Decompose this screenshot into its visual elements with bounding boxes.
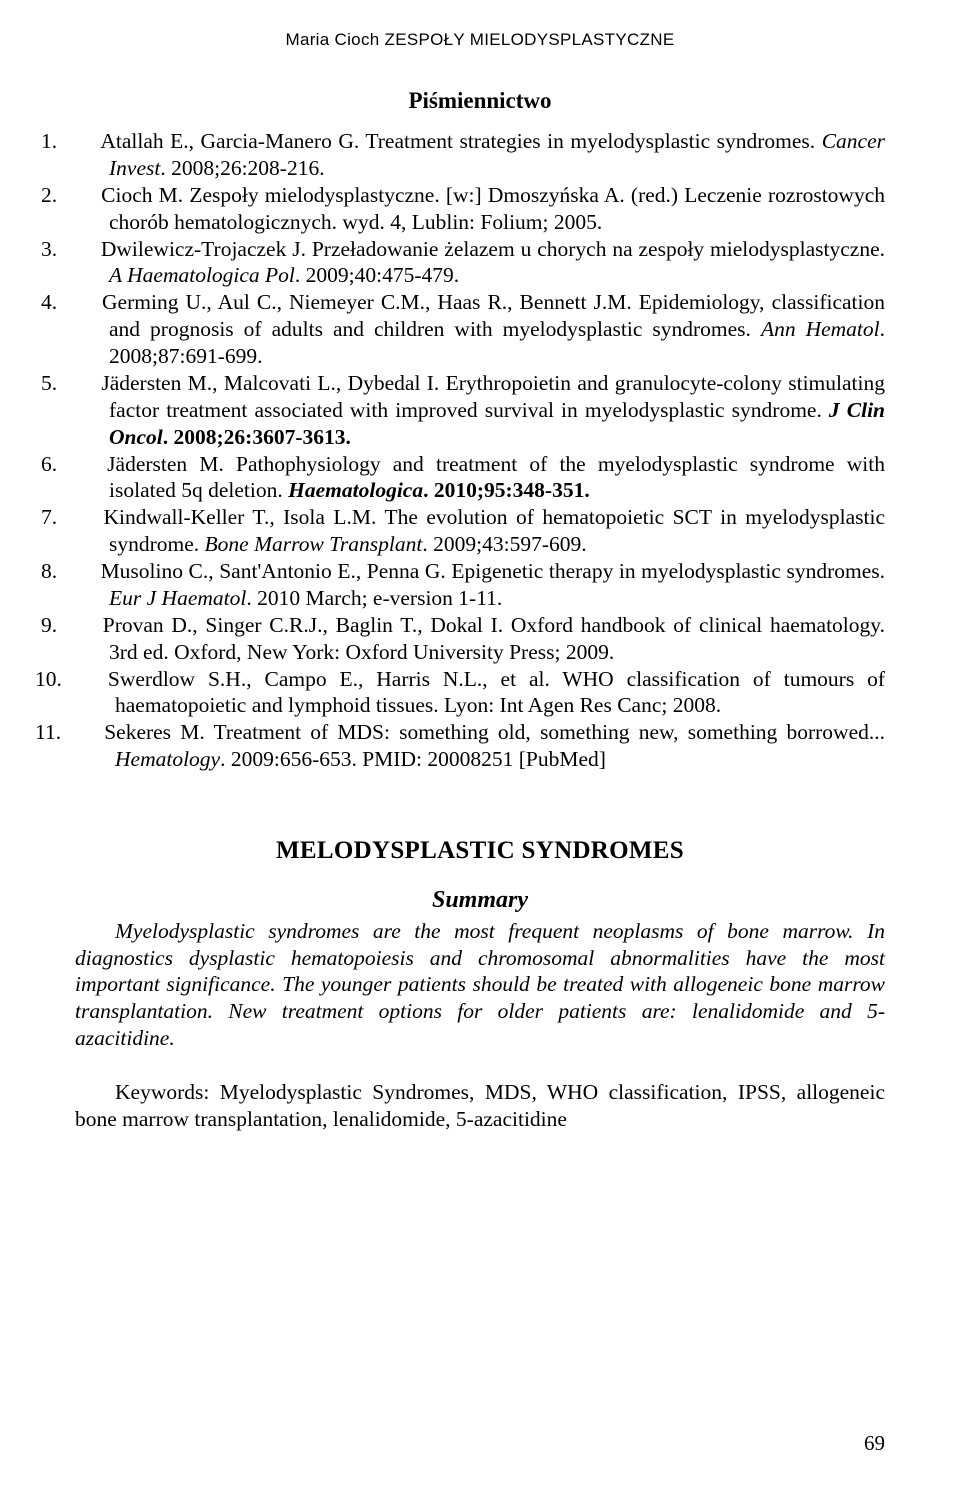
reference-item: 4. Germing U., Aul C., Niemeyer C.M., Ha… <box>75 289 885 370</box>
reference-number: 8. <box>75 558 95 585</box>
reference-number: 11. <box>75 719 95 746</box>
bibliography-heading: Piśmiennictwo <box>75 88 885 114</box>
reference-item: 5. Jädersten M., Malcovati L., Dybedal I… <box>75 370 885 451</box>
english-title: MELODYSPLASTIC SYNDROMES <box>75 837 885 865</box>
reference-number: 3. <box>75 236 95 263</box>
running-header: Maria Cioch ZESPOŁY MIELODYSPLASTYCZNE <box>75 30 885 50</box>
bibliography-list: 1. Atallah E., Garcia-Manero G. Treatmen… <box>75 128 885 773</box>
page: Maria Cioch ZESPOŁY MIELODYSPLASTYCZNE P… <box>0 0 960 1490</box>
reference-number: 6. <box>75 451 95 478</box>
summary-heading: Summary <box>75 887 885 914</box>
reference-number: 7. <box>75 504 95 531</box>
reference-number: 1. <box>75 128 95 155</box>
reference-item: 9. Provan D., Singer C.R.J., Baglin T., … <box>75 612 885 666</box>
reference-number: 2. <box>75 182 95 209</box>
summary-body: Myelodysplastic syndromes are the most f… <box>75 918 885 1051</box>
reference-number: 4. <box>75 289 95 316</box>
reference-item: 6. Jädersten M. Pathophysiology and trea… <box>75 451 885 505</box>
reference-item: 11. Sekeres M. Treatment of MDS: somethi… <box>75 719 885 773</box>
reference-item: 3. Dwilewicz-Trojaczek J. Przeładowanie … <box>75 236 885 290</box>
reference-item: 10. Swerdlow S.H., Campo E., Harris N.L.… <box>75 666 885 720</box>
reference-item: 8. Musolino C., Sant'Antonio E., Penna G… <box>75 558 885 612</box>
reference-number: 10. <box>75 666 95 693</box>
reference-item: 7. Kindwall-Keller T., Isola L.M. The ev… <box>75 504 885 558</box>
reference-item: 1. Atallah E., Garcia-Manero G. Treatmen… <box>75 128 885 182</box>
reference-number: 9. <box>75 612 95 639</box>
reference-number: 5. <box>75 370 95 397</box>
keywords: Keywords: Myelodysplastic Syndromes, MDS… <box>75 1079 885 1132</box>
page-number: 69 <box>864 1431 885 1456</box>
reference-item: 2. Cioch M. Zespoły mielodysplastyczne. … <box>75 182 885 236</box>
